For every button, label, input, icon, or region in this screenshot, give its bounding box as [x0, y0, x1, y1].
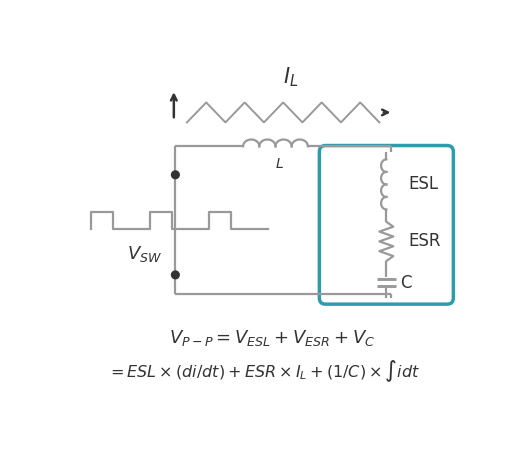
- Text: $= ESL \times (di/dt) + ESR \times I_L + (1/C) \times \int idt$: $= ESL \times (di/dt) + ESR \times I_L +…: [108, 359, 420, 384]
- Circle shape: [172, 271, 179, 279]
- Text: $V_{P-P} = V_{ESL} + V_{ESR} + V_C$: $V_{P-P} = V_{ESL} + V_{ESR} + V_C$: [169, 328, 375, 348]
- Text: $V_{SW}$: $V_{SW}$: [127, 244, 162, 264]
- Text: L: L: [276, 157, 283, 171]
- Text: $I_L$: $I_L$: [283, 66, 298, 89]
- Text: ESR: ESR: [408, 232, 440, 250]
- Text: ESL: ESL: [408, 176, 438, 194]
- Circle shape: [172, 171, 179, 179]
- Text: C: C: [400, 274, 412, 292]
